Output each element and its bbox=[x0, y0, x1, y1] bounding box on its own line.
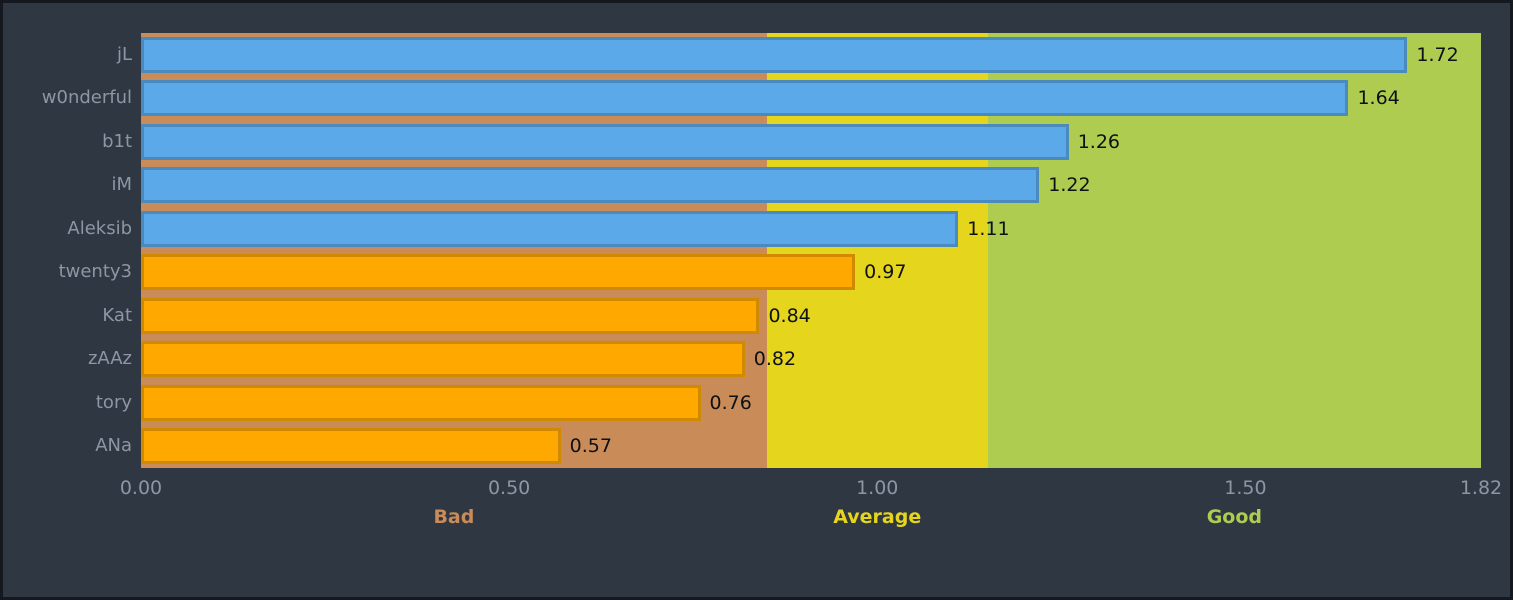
bar-Kat[interactable] bbox=[141, 297, 760, 334]
zone-label-bad: Bad bbox=[433, 506, 475, 528]
value-label-jL: 1.72 bbox=[1416, 43, 1459, 66]
category-label-w0nderful: w0nderful bbox=[41, 87, 132, 109]
category-label-jL: jL bbox=[116, 43, 132, 65]
bar-b1t[interactable] bbox=[141, 123, 1069, 160]
category-label-twenty3: twenty3 bbox=[58, 261, 132, 283]
category-label-Aleksib: Aleksib bbox=[67, 217, 132, 239]
category-label-Kat: Kat bbox=[102, 304, 132, 326]
category-label-ANa: ANa bbox=[95, 435, 132, 457]
bar-jL[interactable] bbox=[141, 36, 1408, 73]
bar-iM[interactable] bbox=[141, 167, 1040, 204]
bar-twenty3[interactable] bbox=[141, 254, 856, 291]
bar-Aleksib[interactable] bbox=[141, 210, 959, 247]
zone-label-good: Good bbox=[1206, 506, 1262, 528]
category-label-zAAz: zAAz bbox=[87, 348, 132, 370]
x-tick-1.00: 1.00 bbox=[856, 477, 899, 499]
value-label-twenty3: 0.97 bbox=[864, 261, 907, 284]
value-label-tory: 0.76 bbox=[709, 391, 752, 414]
value-label-Aleksib: 1.11 bbox=[967, 217, 1010, 240]
x-tick-1.50: 1.50 bbox=[1224, 477, 1267, 499]
category-label-tory: tory bbox=[95, 391, 132, 413]
x-tick-0.50: 0.50 bbox=[487, 477, 531, 499]
category-label-iM: iM bbox=[111, 174, 132, 196]
bar-tory[interactable] bbox=[141, 384, 701, 421]
zone-label-average: Average bbox=[833, 506, 922, 528]
x-tick-1.82: 1.82 bbox=[1459, 477, 1503, 499]
bar-zAAz[interactable] bbox=[141, 341, 745, 378]
plot-area bbox=[141, 33, 1481, 468]
x-tick-0.00: 0.00 bbox=[119, 477, 163, 499]
value-label-b1t: 1.26 bbox=[1077, 130, 1120, 153]
value-label-zAAz: 0.82 bbox=[753, 348, 797, 371]
bar-ANa[interactable] bbox=[141, 428, 561, 465]
value-label-Kat: 0.84 bbox=[768, 304, 811, 327]
category-label-b1t: b1t bbox=[102, 130, 132, 152]
bar-w0nderful[interactable] bbox=[141, 80, 1349, 117]
value-label-w0nderful: 1.64 bbox=[1357, 87, 1400, 110]
value-label-iM: 1.22 bbox=[1048, 174, 1091, 197]
value-label-ANa: 0.57 bbox=[569, 435, 612, 458]
